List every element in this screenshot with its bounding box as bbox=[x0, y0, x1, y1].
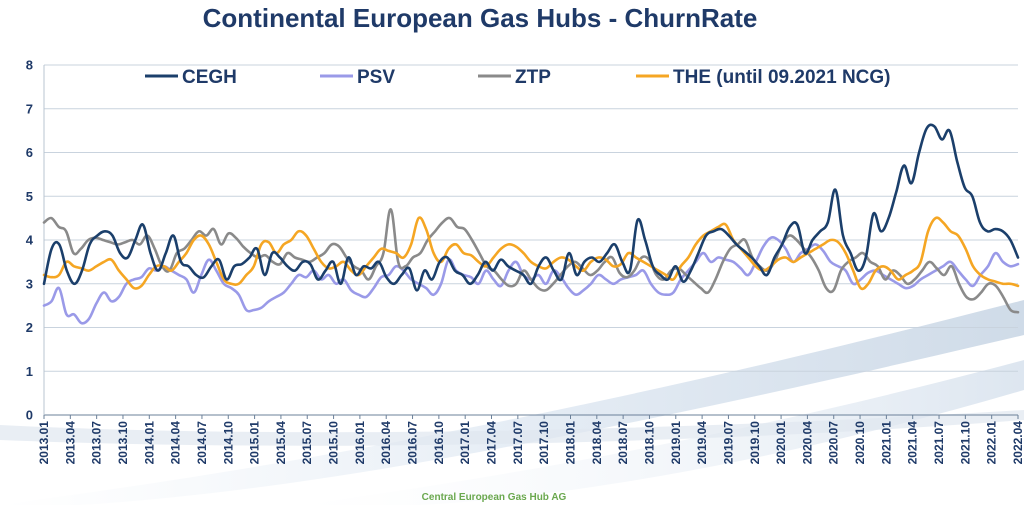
x-tick-label: 2021.01 bbox=[879, 421, 893, 465]
x-axis-ticks: 2013.01 2013.04 2013.07 2013.10 2014.01 2014.… bbox=[37, 415, 1024, 464]
y-axis-ticks: 0 1 2 3 4 5 6 7 8 bbox=[26, 58, 34, 423]
x-tick-label: 2016.01 bbox=[353, 421, 367, 465]
series-line-the bbox=[42, 216, 1020, 291]
x-tick-label: 2013.07 bbox=[90, 421, 104, 465]
x-tick-label: 2017.07 bbox=[511, 421, 525, 465]
x-tick-label: 2022.01 bbox=[985, 421, 999, 465]
x-tick-label: 2016.10 bbox=[432, 421, 446, 465]
y-tick-label: 6 bbox=[26, 145, 33, 160]
y-tick-label: 3 bbox=[26, 276, 33, 291]
x-tick-label: 2019.10 bbox=[748, 421, 762, 465]
x-tick-label: 2013.01 bbox=[37, 421, 51, 465]
x-tick-label: 2013.10 bbox=[116, 421, 130, 465]
x-tick-label: 2018.01 bbox=[563, 421, 577, 465]
x-tick-label: 2015.04 bbox=[274, 421, 288, 465]
x-tick-label: 2021.04 bbox=[906, 421, 920, 465]
legend-label: PSV bbox=[357, 67, 395, 88]
legend-item-the: THE (until 09.2021 NCG) bbox=[636, 67, 891, 88]
legend-label: ZTP bbox=[515, 67, 551, 88]
x-tick-label: 2017.01 bbox=[458, 421, 472, 465]
series-lines bbox=[42, 123, 1020, 325]
x-tick-label: 2015.10 bbox=[327, 421, 341, 465]
x-tick-label: 2019.07 bbox=[721, 421, 735, 465]
x-tick-label: 2018.04 bbox=[590, 421, 604, 465]
x-tick-label: 2015.01 bbox=[248, 421, 262, 465]
x-tick-label: 2016.07 bbox=[406, 421, 420, 465]
y-tick-label: 7 bbox=[26, 101, 33, 116]
x-tick-label: 2020.10 bbox=[853, 421, 867, 465]
x-tick-label: 2020.01 bbox=[774, 421, 788, 465]
legend: CEGH PSV ZTP THE (until 09.2021 NCG) bbox=[145, 67, 891, 88]
x-tick-label: 2017.10 bbox=[537, 421, 551, 465]
legend-label: THE (until 09.2021 NCG) bbox=[673, 67, 891, 88]
x-tick-label: 2017.04 bbox=[485, 421, 499, 465]
x-tick-label: 2014.01 bbox=[142, 421, 156, 465]
x-tick-label: 2019.01 bbox=[669, 421, 683, 465]
series-line-cegh bbox=[42, 123, 1020, 292]
x-tick-label: 2022.04 bbox=[1011, 421, 1024, 465]
series-line-ztp bbox=[42, 208, 1020, 314]
x-tick-label: 2020.07 bbox=[827, 421, 841, 465]
footer-text: Central European Gas Hub AG bbox=[422, 492, 567, 503]
x-tick-label: 2013.04 bbox=[63, 421, 77, 465]
legend-item-psv: PSV bbox=[320, 67, 395, 88]
y-tick-label: 4 bbox=[26, 233, 34, 248]
chart-title: Continental European Gas Hubs - ChurnRat… bbox=[203, 3, 758, 33]
x-tick-label: 2015.07 bbox=[300, 421, 314, 465]
x-tick-label: 2014.04 bbox=[169, 421, 183, 465]
x-tick-label: 2014.07 bbox=[195, 421, 209, 465]
x-tick-label: 2018.10 bbox=[642, 421, 656, 465]
x-tick-label: 2014.10 bbox=[221, 421, 235, 465]
y-tick-label: 2 bbox=[26, 320, 33, 335]
x-tick-label: 2019.04 bbox=[695, 421, 709, 465]
y-tick-label: 8 bbox=[26, 58, 33, 73]
x-tick-label: 2018.07 bbox=[616, 421, 630, 465]
x-tick-label: 2020.04 bbox=[800, 421, 814, 465]
x-tick-label: 2021.07 bbox=[932, 421, 946, 465]
y-tick-label: 1 bbox=[26, 364, 33, 379]
background-swoosh bbox=[0, 300, 1024, 505]
legend-item-cegh: CEGH bbox=[145, 67, 237, 88]
y-tick-label: 0 bbox=[26, 408, 33, 423]
legend-label: CEGH bbox=[182, 67, 237, 88]
x-tick-label: 2016.04 bbox=[379, 421, 393, 465]
y-tick-label: 5 bbox=[26, 189, 33, 204]
legend-item-ztp: ZTP bbox=[478, 67, 551, 88]
x-tick-label: 2021.10 bbox=[958, 421, 972, 465]
